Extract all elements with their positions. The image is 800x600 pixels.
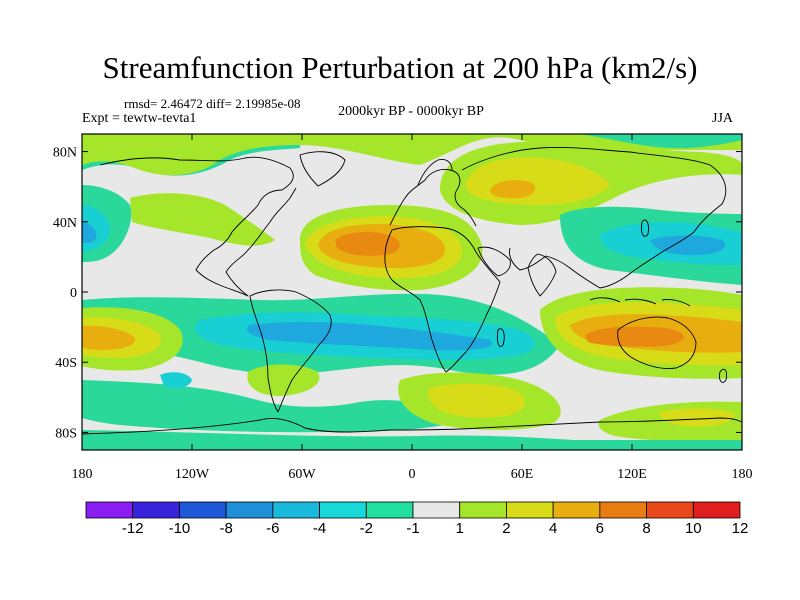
season-label: JJA — [712, 111, 734, 126]
colorbar-swatch — [599, 501, 647, 519]
lon-label: 60W — [288, 467, 316, 482]
lon-label: 180 — [732, 467, 753, 482]
coast-madagascar — [496, 328, 505, 347]
lon-label: 120E — [617, 467, 647, 482]
colorbar-label: 12 — [732, 520, 749, 537]
colorbar-label: 10 — [685, 520, 702, 537]
lon-label: 60E — [511, 467, 534, 482]
coastlines — [82, 147, 742, 435]
lat-label: 80N — [53, 146, 77, 161]
coast-greenland — [299, 151, 346, 187]
lon-label: 0 — [409, 467, 416, 482]
colorbar: -12 -10 -8 -6 -4 -2 -1 1 2 4 6 8 10 12 — [85, 501, 749, 537]
colorbar-label: -1 — [406, 520, 419, 537]
colorbar-label: -10 — [169, 520, 191, 537]
contour-asia-pos3 — [490, 180, 536, 199]
coast-asia — [461, 147, 727, 289]
contour-satl-neg3 — [246, 322, 492, 351]
figure-title: Streamfunction Perturbation at 200 hPa (… — [102, 50, 698, 85]
coast-australia — [617, 316, 697, 369]
colorbar-label: -6 — [266, 520, 279, 537]
contour-natl-neg3 — [82, 222, 97, 244]
lat-label: 0 — [70, 286, 77, 301]
coast-africa — [384, 226, 501, 373]
colorbar-label: -8 — [219, 520, 232, 537]
latitude-axis: 80N 40N 0 40S 80S — [53, 146, 742, 441]
contour-north-pacific-neg — [580, 134, 742, 149]
colorbar-swatch — [412, 501, 461, 519]
colorbar-label: -4 — [313, 520, 326, 537]
colorbar-swatch — [459, 501, 507, 519]
period-label: 2000kyr BP - 0000kyr BP — [338, 104, 484, 119]
contour-antarctic-pos2 — [659, 408, 735, 427]
colorbar-swatch — [506, 501, 554, 519]
contour-nafrica-pos4 — [335, 232, 400, 256]
colorbar-label: -12 — [122, 520, 144, 537]
coast-indonesia — [589, 297, 691, 307]
lat-label: 80S — [55, 426, 77, 441]
contour-spac-pos3 — [82, 325, 136, 350]
rmsd-stats: rmsd= 2.46472 diff= 2.19985e-08 — [124, 96, 301, 111]
colorbar-label: 6 — [596, 520, 604, 537]
colorbar-label: 1 — [456, 520, 464, 537]
contour-spatagonia-pos — [247, 364, 320, 396]
coast-antarctica — [82, 417, 742, 435]
coast-south-america — [249, 289, 332, 413]
colorbar-swatch — [85, 501, 134, 519]
coast-europe — [389, 169, 477, 227]
coast-scandinavia — [417, 159, 453, 186]
colorbar-swatch — [365, 501, 414, 519]
contour-spac-neg-small — [160, 372, 192, 388]
lat-label: 40N — [53, 216, 77, 231]
lon-label: 180 — [72, 467, 93, 482]
colorbar-label: -2 — [360, 520, 373, 537]
colorbar-label: 8 — [642, 520, 650, 537]
coast-japan — [641, 219, 649, 237]
coast-north-america — [99, 156, 297, 297]
colorbar-swatch — [179, 501, 227, 519]
colorbar-swatch — [319, 501, 367, 519]
coast-new-zealand — [719, 368, 727, 383]
coast-arabia — [477, 246, 511, 277]
contour-field — [82, 134, 742, 450]
colorbar-swatch — [646, 501, 694, 519]
contour-easia-neg3 — [650, 235, 726, 256]
contour-sweddell-neg — [82, 380, 470, 433]
lon-label: 120W — [175, 467, 210, 482]
colorbar-swatch — [132, 501, 180, 519]
colorbar-swatch — [552, 501, 601, 519]
contour-socean-pos2 — [428, 383, 526, 418]
coast-india — [527, 253, 557, 297]
experiment-label: Expt = tewtw-tevta1 — [82, 111, 197, 126]
colorbar-swatch — [225, 501, 274, 519]
contour-us-pos — [130, 193, 275, 246]
colorbar-swatch — [272, 501, 320, 519]
colorbar-label: 4 — [549, 520, 557, 537]
contour-aus-pos4 — [585, 326, 684, 347]
lat-label: 40S — [55, 356, 77, 371]
colorbar-label: 2 — [502, 520, 510, 537]
colorbar-swatch — [692, 501, 741, 519]
longitude-axis: 180 120W 60W 0 60E 120E 180 — [72, 134, 753, 482]
